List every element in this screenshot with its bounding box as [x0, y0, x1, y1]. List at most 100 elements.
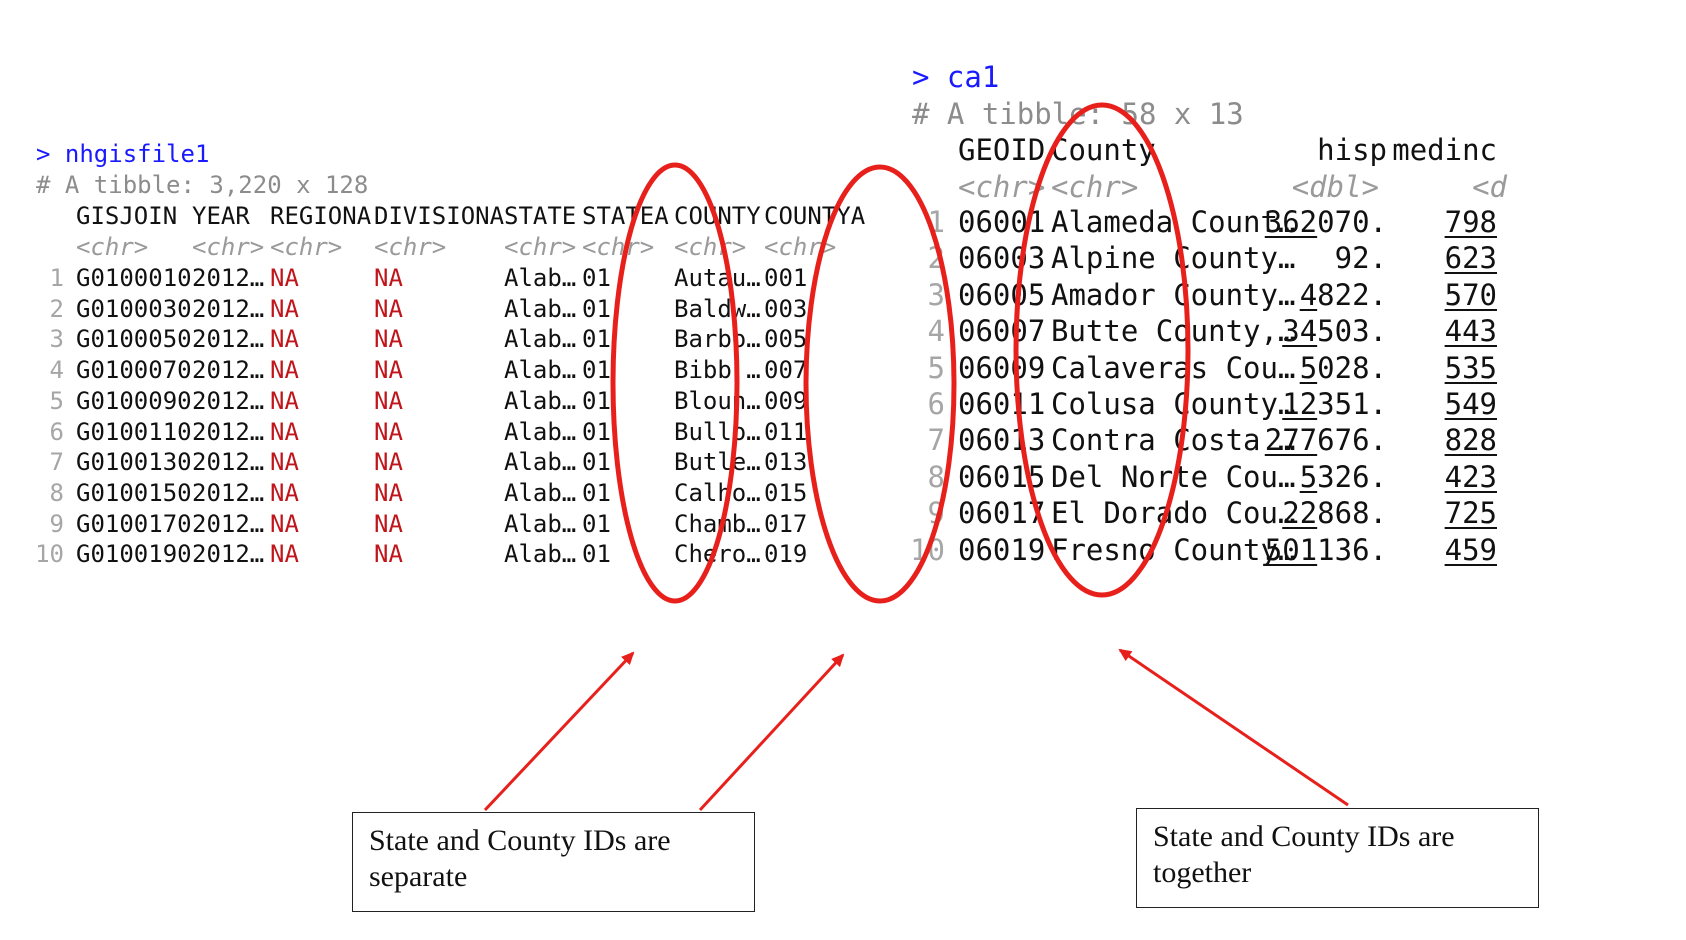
- table-cell: Contra Costa …: [1051, 423, 1296, 458]
- table-cell: G0100090: [76, 386, 192, 415]
- right-console-output: > ca1 # A tibble: 58 x 13 GEOID County his…: [910, 0, 1686, 640]
- table-cell: Chamb…: [674, 509, 761, 538]
- table-cell: 92.: [1334, 241, 1387, 276]
- table-cell: 06009: [958, 350, 1046, 385]
- table-cell: NA: [270, 325, 299, 354]
- table-cell: NA: [374, 325, 403, 354]
- column-type-medinc: <d: [1472, 170, 1507, 204]
- table-cell: 2012…: [192, 540, 265, 569]
- callout-separate: State and County IDs are separate: [352, 812, 755, 912]
- table-cell: 01: [582, 478, 611, 507]
- table-cell: Amador County…: [1051, 277, 1296, 312]
- row-number: 4: [49, 356, 64, 385]
- table-cell: Del Norte Cou…: [1051, 459, 1296, 494]
- arrow-to-geoid: [1118, 648, 1349, 807]
- table-cell: 362070.: [1264, 205, 1387, 239]
- table-cell: 5326.: [1299, 459, 1387, 494]
- table-cell: 009: [764, 386, 808, 415]
- table-cell: 01: [582, 540, 611, 569]
- table-cell: Calaveras Cou…: [1051, 350, 1296, 385]
- table-cell: NA: [270, 386, 299, 415]
- table-cell: 06007: [958, 314, 1046, 349]
- column-type-geoid: <chr>: [958, 170, 1046, 204]
- table-cell: NA: [270, 478, 299, 507]
- table-cell: NA: [374, 509, 403, 538]
- table-cell: 06005: [958, 277, 1046, 312]
- table-cell: 798: [1444, 205, 1497, 239]
- row-number: 8: [927, 459, 945, 494]
- table-cell: NA: [270, 264, 299, 292]
- statea-circle: [610, 162, 740, 604]
- row-number: 1: [49, 264, 64, 292]
- row-number: 4: [927, 314, 945, 349]
- table-cell: 725: [1444, 496, 1497, 531]
- column-header-regiona: REGIONA: [270, 202, 372, 230]
- table-cell: Butle…: [674, 448, 761, 477]
- row-number: 2: [49, 294, 64, 323]
- table-cell: 01: [582, 386, 611, 415]
- table-cell: 12351.: [1282, 387, 1387, 421]
- column-type-year: <chr>: [192, 233, 265, 261]
- countya-circle: [803, 164, 957, 604]
- table-cell: Fresno County…: [1051, 532, 1296, 567]
- table-cell: 535: [1444, 350, 1497, 385]
- table-cell: 06013: [958, 423, 1046, 458]
- table-cell: 459: [1444, 532, 1497, 567]
- table-cell: 501136.: [1264, 532, 1387, 567]
- column-type-state: <chr>: [504, 233, 577, 261]
- table-cell: 22868.: [1282, 496, 1387, 531]
- table-cell: 423: [1444, 459, 1497, 494]
- table-cell: 443: [1444, 314, 1497, 349]
- table-cell: 2012…: [192, 356, 265, 385]
- row-number: 6: [927, 387, 945, 421]
- table-cell: Alpine County…: [1051, 241, 1296, 276]
- table-cell: Alab…: [504, 417, 577, 446]
- table-cell: 015: [764, 478, 808, 507]
- table-cell: 01: [582, 448, 611, 477]
- column-header-hisp: hisp: [1317, 133, 1387, 167]
- table-cell: NA: [270, 417, 299, 446]
- table-cell: G0100010: [76, 264, 192, 292]
- callout-together: State and County IDs are together: [1136, 808, 1539, 908]
- table-cell: 01: [582, 264, 611, 292]
- row-number: 8: [49, 478, 64, 507]
- column-header-county: County: [1051, 133, 1156, 167]
- column-type-statea: <chr>: [582, 233, 655, 261]
- table-cell: Barbo…: [674, 325, 761, 354]
- table-cell: 2012…: [192, 509, 265, 538]
- left-console-prompt: > nhgisfile1: [36, 140, 210, 168]
- table-cell: El Dorado Cou…: [1051, 496, 1296, 531]
- column-header-gisjoin: GISJOIN: [76, 202, 178, 230]
- table-cell: G0100110: [76, 417, 192, 446]
- table-cell: G0100150: [76, 478, 192, 507]
- column-type-county: <chr>: [674, 233, 747, 261]
- column-type-gisjoin: <chr>: [76, 233, 149, 261]
- table-cell: 2012…: [192, 448, 265, 477]
- column-header-statea: STATEA: [582, 202, 669, 230]
- right-tibble-info: # A tibble: 58 x 13: [912, 97, 1244, 131]
- table-cell: Bullo…: [674, 417, 761, 446]
- table-cell: 2012…: [192, 386, 265, 415]
- table-cell: Bibb …: [674, 356, 761, 385]
- table-cell: 003: [764, 294, 808, 323]
- table-cell: NA: [374, 448, 403, 477]
- table-cell: Calho…: [674, 478, 761, 507]
- table-cell: NA: [374, 356, 403, 385]
- table-cell: 277676.: [1264, 423, 1387, 458]
- row-number: 6: [49, 417, 64, 446]
- table-cell: 2012…: [192, 325, 265, 354]
- column-header-geoid: GEOID: [958, 133, 1046, 167]
- table-cell: NA: [374, 294, 403, 323]
- table-cell: Bloun…: [674, 386, 761, 415]
- column-type-regiona: <chr>: [270, 233, 343, 261]
- column-header-divisiona: DIVISIONA: [374, 202, 505, 230]
- column-header-medinc: medinc: [1392, 133, 1497, 167]
- row-number: 10: [35, 540, 64, 569]
- table-cell: 06011: [958, 387, 1046, 421]
- table-cell: 828: [1444, 423, 1497, 458]
- row-number: 5: [927, 350, 945, 385]
- row-number: 9: [49, 509, 64, 538]
- row-number: 3: [49, 325, 64, 354]
- table-cell: Alab…: [504, 325, 577, 354]
